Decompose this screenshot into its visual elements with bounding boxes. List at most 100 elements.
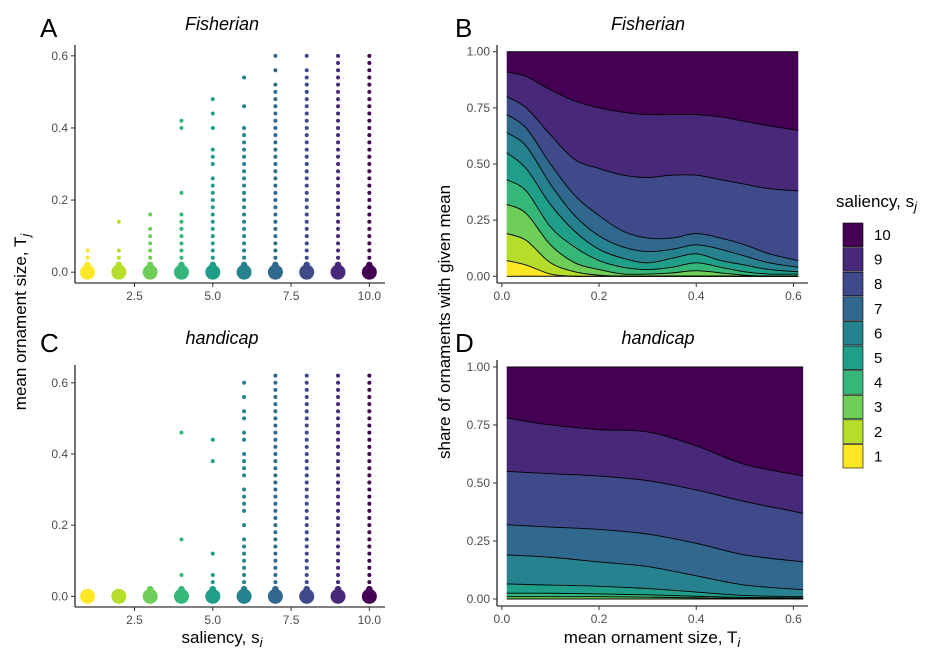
scatter-point (304, 162, 309, 166)
scatter-point (273, 466, 278, 471)
scatter-point (367, 373, 372, 378)
y-tick-label: 1.00 (467, 360, 491, 374)
scatter-point (367, 183, 372, 188)
scatter-point (367, 544, 372, 549)
scatter-point (142, 264, 158, 280)
scatter-point (304, 409, 309, 414)
panel-letter-b: B (455, 13, 472, 43)
scatter-point (304, 508, 309, 513)
scatter-point (304, 198, 309, 203)
scatter-point (273, 97, 278, 102)
scatter-point (273, 487, 278, 492)
scatter-point (242, 219, 247, 224)
area-boundary-line (506, 470, 804, 514)
y-tick-label: 0.4 (51, 447, 68, 461)
scatter-point (273, 154, 278, 159)
legend-label: 9 (874, 252, 882, 269)
scatter-point (80, 264, 96, 280)
scatter-point (367, 444, 372, 449)
scatter-point (367, 480, 372, 485)
scatter-point (304, 572, 309, 577)
scatter-point (273, 544, 278, 549)
scatter-point (336, 380, 341, 385)
scatter-point (304, 516, 309, 521)
legend-swatch (842, 370, 864, 395)
scatter-point (367, 402, 372, 407)
scatter-point (273, 551, 278, 556)
scatter-point (242, 255, 247, 260)
scatter-point (304, 501, 309, 506)
scatter-point (179, 255, 184, 260)
area-boundary-line (506, 152, 799, 273)
scatter-point (273, 176, 278, 181)
scatter-point (242, 501, 247, 506)
legend-label: 2 (874, 424, 882, 441)
scatter-point (179, 241, 184, 246)
legend-swatch (842, 345, 864, 370)
scatter-point (367, 530, 372, 535)
scatter-point (242, 205, 247, 210)
scatter-point (273, 451, 278, 456)
scatter-point (242, 409, 247, 414)
scatter-point (367, 423, 372, 428)
scatter-point (210, 459, 215, 464)
area-boundary-line (506, 114, 799, 261)
y-tick-label: 0.00 (467, 592, 491, 606)
scatter-point (111, 588, 127, 604)
scatter-point (273, 523, 278, 528)
scatter-point (304, 226, 309, 231)
x-tick-label: 0.0 (494, 289, 511, 303)
scatter-point (304, 544, 309, 549)
scatter-point (273, 580, 278, 585)
scatter-point (304, 75, 309, 80)
panel-d-area: 0.00 0.25 0.50 0.75 1.00 0.0 0.2 0.4 0.6 (467, 360, 808, 626)
scatter-point (116, 255, 121, 260)
scatter-point (273, 558, 278, 563)
panel-a-scatter: 0.0 0.2 0.4 0.6 2.5 5.0 7.5 10.0 (51, 45, 385, 303)
legend-swatch (842, 394, 864, 420)
area-band (506, 524, 804, 590)
x-tick-label: 2.5 (126, 613, 143, 627)
scatter-point (304, 97, 309, 102)
scatter-point (210, 125, 215, 130)
scatter-point (336, 508, 341, 513)
scatter-point (273, 395, 278, 400)
left-y-axis-label-sub: j (18, 233, 33, 239)
legend-label: 3 (874, 399, 882, 416)
scatter-point (304, 89, 309, 94)
scatter-point (303, 261, 311, 269)
scatter-point (367, 248, 372, 253)
scatter-point (304, 248, 309, 253)
scatter-point (367, 133, 372, 138)
scatter-point (304, 133, 309, 138)
scatter-point (304, 125, 309, 130)
scatter-point (367, 140, 372, 145)
scatter-point (273, 516, 278, 521)
scatter-point (273, 125, 278, 130)
x-tick-label: 0.4 (688, 612, 705, 626)
scatter-point (242, 437, 247, 442)
x-tick-label: 5.0 (204, 613, 221, 627)
legend-swatch (842, 222, 864, 247)
scatter-point (209, 585, 217, 593)
scatter-point (273, 241, 278, 246)
legend-title-text: saliency, s (836, 192, 914, 211)
scatter-point (367, 537, 372, 542)
scatter-point (242, 147, 247, 152)
legend-label: 10 (874, 227, 891, 244)
scatter-point (210, 212, 215, 217)
scatter-point (242, 154, 247, 159)
right-x-axis-label: mean ornament size, Ti (564, 628, 742, 648)
scatter-point (336, 501, 341, 506)
scatter-point (336, 205, 341, 210)
area-boundary-line (506, 203, 799, 277)
scatter-point (273, 508, 278, 513)
area-band (506, 114, 799, 268)
scatter-point (242, 169, 247, 174)
scatter-point (367, 219, 372, 224)
scatter-point (367, 147, 372, 152)
y-tick-label: 0.6 (51, 49, 68, 63)
y-tick-label: 0.75 (467, 418, 491, 432)
scatter-point (179, 190, 184, 195)
scatter-point (273, 53, 278, 58)
